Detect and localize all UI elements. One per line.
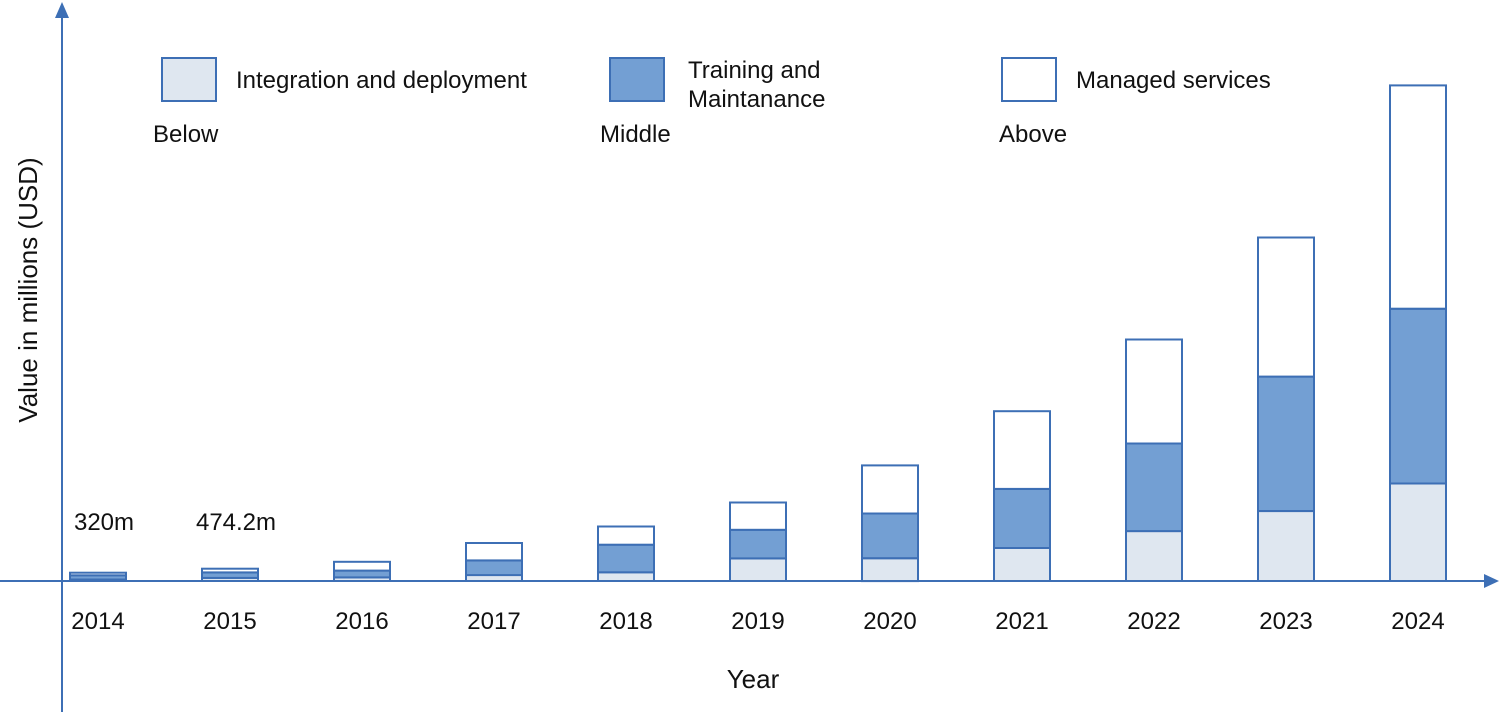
- y-axis-arrow: [55, 2, 69, 18]
- legend-label-training: Training and Maintanance: [688, 57, 825, 113]
- bar-segment-2016-2: [333, 569, 391, 579]
- bar-segment-2014-3: [69, 571, 127, 577]
- legend-swatch-training: [609, 57, 665, 102]
- bar-segment-2024-1: [1389, 482, 1447, 582]
- x-tick-labels: 2014 2015 2016 2017 2018 2019 2020 2021 2022 2023…: [71, 608, 1444, 635]
- bar-segment-2022-1: [1125, 530, 1183, 582]
- bar-segment-2015-3: [201, 567, 259, 574]
- bar-segment-2021-1: [993, 547, 1051, 582]
- bar-segment-2018-3: [597, 525, 655, 546]
- bar-segment-2022-3: [1125, 338, 1183, 445]
- x-tick-label-2019: 2019: [731, 608, 784, 635]
- x-tick-label-2023: 2023: [1259, 608, 1312, 635]
- bar-segment-2019-1: [729, 557, 787, 583]
- legend-position-above: Above: [999, 121, 1067, 148]
- legend-label-training-line: Maintanance: [688, 86, 825, 113]
- bar-segment-2024-3: [1389, 84, 1447, 310]
- bar-segment-2020-1: [861, 557, 919, 583]
- bar-segment-2017-3: [465, 542, 523, 562]
- bar-segment-2020-2: [861, 512, 919, 560]
- x-axis-title: Year: [727, 664, 780, 694]
- bar-segment-2019-2: [729, 528, 787, 560]
- bar-segment-2016-3: [333, 560, 391, 572]
- bar-segment-2018-2: [597, 543, 655, 574]
- bar-segment-2023-1: [1257, 510, 1315, 583]
- legend-label-integration: Integration and deployment: [236, 67, 527, 94]
- bar-segment-2021-3: [993, 410, 1051, 490]
- x-axis-arrow: [1484, 574, 1499, 588]
- x-tick-label-2018: 2018: [599, 608, 652, 635]
- legend-swatch-managed: [1001, 57, 1057, 102]
- x-tick-label-2017: 2017: [467, 608, 520, 635]
- bar-segment-2019-3: [729, 501, 787, 531]
- legend-label-training-line: Training and: [688, 57, 821, 84]
- bar-segment-2018-1: [597, 571, 655, 582]
- x-tick-label-2014: 2014: [71, 608, 124, 635]
- x-tick-label-2016: 2016: [335, 608, 388, 635]
- x-tick-label-2020: 2020: [863, 608, 916, 635]
- bar-segment-2020-3: [861, 464, 919, 515]
- data-label-2014: 320m: [74, 509, 134, 536]
- x-tick-label-2024: 2024: [1391, 608, 1444, 635]
- bar-segment-2023-3: [1257, 236, 1315, 378]
- legend: Integration and deployment Below Trainin…: [153, 57, 1271, 148]
- legend-label-managed: Managed services: [1076, 67, 1271, 94]
- legend-item-integration: Integration and deployment Below: [153, 57, 527, 148]
- legend-position-middle: Middle: [600, 121, 671, 148]
- y-axis-title: Value in millions (USD): [13, 157, 43, 422]
- x-tick-label-2015: 2015: [203, 608, 256, 635]
- x-tick-label-2021: 2021: [995, 608, 1048, 635]
- bar-segment-2021-2: [993, 488, 1051, 549]
- legend-swatch-integration: [161, 57, 217, 102]
- x-tick-label-2022: 2022: [1127, 608, 1180, 635]
- bar-segment-2017-2: [465, 559, 523, 577]
- legend-item-managed: Managed services Above: [999, 57, 1271, 148]
- bars: [69, 84, 1447, 583]
- data-labels: 320m 474.2m: [74, 509, 276, 536]
- data-label-2015: 474.2m: [196, 509, 276, 536]
- bar-segment-2022-2: [1125, 442, 1183, 533]
- bar-segment-2023-2: [1257, 375, 1315, 512]
- bar-segment-2024-2: [1389, 307, 1447, 485]
- legend-item-training: Training and Maintanance Middle: [600, 57, 825, 148]
- legend-position-below: Below: [153, 121, 219, 148]
